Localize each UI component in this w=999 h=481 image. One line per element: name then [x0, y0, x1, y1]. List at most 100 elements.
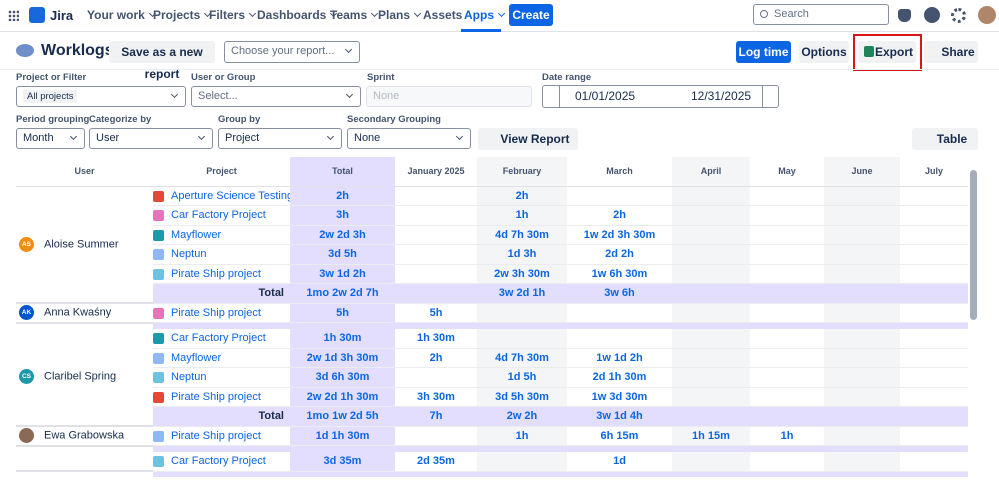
project-cell[interactable]: Neptun — [153, 244, 290, 265]
divider — [0, 69, 999, 70]
project-cell[interactable]: Mayflower — [153, 225, 290, 245]
user-cell: CS Claribel Spring — [16, 328, 153, 427]
nav-item[interactable]: Dashboards — [257, 0, 338, 32]
project-cell[interactable]: Pirate Ship project — [153, 303, 290, 323]
options[interactable]: Options — [799, 41, 849, 63]
column-header[interactable]: January 2025 — [395, 157, 477, 187]
settings[interactable] — [951, 8, 966, 23]
empty-cell — [672, 328, 750, 349]
time-cell: 4d 7h 30m — [477, 348, 567, 368]
strip — [16, 322, 153, 329]
time-cell: 2d 2h — [567, 244, 672, 265]
column-header[interactable]: Total — [290, 157, 395, 187]
search[interactable]: Search — [753, 4, 889, 25]
column-header[interactable]: User — [16, 157, 153, 187]
column-header[interactable]: May — [750, 157, 824, 187]
project-cell[interactable]: Neptun — [153, 367, 290, 388]
nav-item[interactable]: Assets — [423, 0, 462, 32]
project-name[interactable]: Car Factory Project — [171, 332, 266, 344]
label: Group by — [218, 114, 261, 125]
column-header[interactable]: April — [672, 157, 750, 187]
empty-cell — [750, 303, 824, 323]
data-row: Neptun 3d 6h 30m 1d 5h 2d 1h 30m — [16, 367, 968, 388]
project-name[interactable]: Pirate Ship project — [171, 267, 261, 280]
scrollbar[interactable] — [970, 170, 977, 320]
date-range[interactable]: 01/01/2025 12/31/2025 — [542, 85, 779, 108]
project-name[interactable]: Mayflower — [171, 351, 222, 364]
secondary-select[interactable]: None — [347, 128, 471, 149]
user-select[interactable]: Select... — [191, 86, 361, 107]
log-time[interactable]: Log time — [736, 41, 791, 63]
nav-item[interactable]: Plans — [378, 0, 422, 32]
column-header[interactable]: June — [824, 157, 900, 187]
nav-item[interactable]: Projects — [153, 0, 212, 32]
project-name[interactable]: Pirate Ship project — [171, 390, 261, 403]
categorize-select[interactable]: User — [89, 128, 213, 149]
nav-item[interactable]: Filters — [209, 0, 257, 32]
page-title: Worklogs — [41, 42, 114, 59]
empty-cell — [477, 328, 567, 349]
project-name[interactable]: Car Factory Project — [171, 455, 266, 467]
project-cell[interactable]: Pirate Ship project — [153, 426, 290, 446]
project-icon — [153, 229, 164, 241]
column-header[interactable]: February — [477, 157, 567, 187]
logo[interactable]: Jira — [50, 8, 74, 23]
create-button[interactable]: Create — [509, 4, 553, 26]
project-name[interactable]: Aperture Science Testing — [171, 189, 290, 202]
project-icon — [153, 190, 164, 202]
date-from[interactable]: 01/01/2025 — [575, 89, 636, 103]
column-header[interactable]: Project — [153, 157, 290, 187]
project-cell[interactable]: Car Factory Project — [153, 328, 290, 349]
strip — [16, 445, 153, 452]
caret — [497, 9, 506, 18]
column-header[interactable]: March — [567, 157, 672, 187]
data-row: CS Claribel Spring Car Factory Project 1h 3… — [16, 328, 968, 427]
column-header[interactable]: July — [900, 157, 968, 187]
project-cell[interactable]: Mayflower — [153, 348, 290, 368]
share[interactable]: Share — [924, 41, 978, 63]
project-icon — [153, 352, 164, 364]
total-strip — [16, 445, 968, 452]
project-name[interactable]: Mayflower — [171, 228, 222, 241]
empty-cell — [900, 328, 968, 349]
project-cell[interactable]: Pirate Ship project — [153, 387, 290, 407]
project-cell[interactable]: Car Factory Project — [153, 451, 290, 472]
empty-cell — [824, 406, 900, 427]
profile[interactable] — [978, 6, 996, 24]
period-select[interactable]: Month — [16, 128, 85, 149]
time-cell: 3d 35m — [290, 451, 395, 472]
export-icon — [864, 46, 874, 57]
time-cell: 3w 1d 2h — [290, 264, 395, 284]
notifications[interactable] — [898, 9, 911, 22]
project-name[interactable]: Car Factory Project — [171, 209, 266, 222]
empty-cell — [672, 367, 750, 388]
project-select[interactable]: All projects — [16, 86, 186, 107]
report-select[interactable]: Choose your report... — [224, 41, 360, 63]
project-name[interactable]: Pirate Ship project — [171, 429, 261, 442]
empty-cell — [672, 244, 750, 265]
app-switcher[interactable] — [8, 10, 19, 21]
empty-cell — [750, 406, 824, 427]
group-select[interactable]: Project — [218, 128, 342, 149]
nav-item[interactable]: Apps — [464, 0, 506, 32]
help[interactable] — [924, 7, 940, 23]
project-cell[interactable]: Car Factory Project — [153, 205, 290, 226]
time-cell: 1mo 2w 2d 7h — [290, 283, 395, 304]
time-cell: 3w 6h — [567, 283, 672, 304]
time-cell: 3d 6h 30m — [290, 367, 395, 388]
project-cell[interactable]: Aperture Science Testing — [153, 186, 290, 206]
placeholder: Choose your report... — [231, 45, 335, 57]
data-row: Ewa Grabowska Pirate Ship project 1d 1h 30… — [16, 426, 968, 447]
project-cell[interactable]: Pirate Ship project — [153, 264, 290, 284]
project-name[interactable]: Pirate Ship project — [171, 306, 261, 319]
project-name[interactable]: Neptun — [171, 248, 207, 261]
strip — [153, 471, 968, 477]
save-report[interactable]: Save as a new report — [109, 41, 215, 81]
project-name[interactable]: Neptun — [171, 371, 207, 384]
empty-cell — [900, 451, 968, 472]
date-to[interactable]: 12/31/2025 — [691, 89, 752, 103]
view-report[interactable]: View Report — [478, 128, 578, 150]
nav-item[interactable]: Your work — [87, 0, 156, 32]
nav-item[interactable]: Teams — [330, 0, 379, 32]
view-mode[interactable]: Table — [912, 128, 978, 150]
